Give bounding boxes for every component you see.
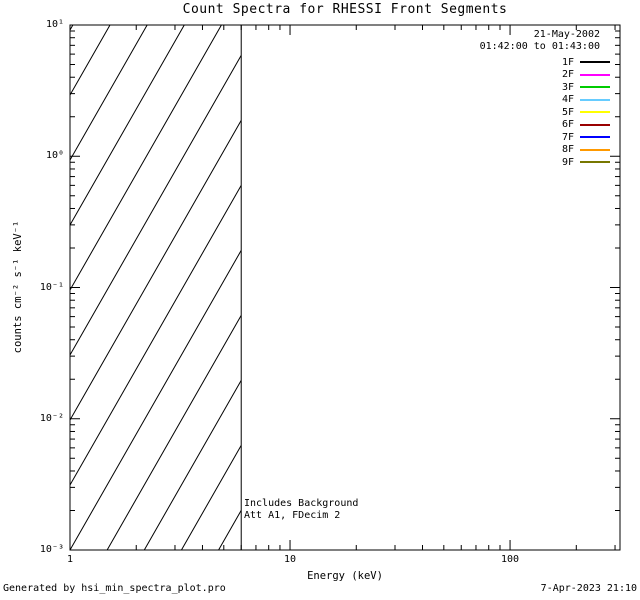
legend-entry: 6F <box>480 119 610 132</box>
legend-entry: 5F <box>480 106 610 119</box>
footer-generated-by: Generated by hsi_min_spectra_plot.pro <box>3 583 226 594</box>
x-tick-label: 100 <box>501 554 520 565</box>
legend-entry-label: 7F <box>561 131 574 143</box>
legend-color-line <box>580 136 610 139</box>
legend-color-line <box>580 111 610 114</box>
legend-entry-label: 2F <box>561 69 574 81</box>
legend-entry: 1F <box>480 56 610 69</box>
legend-color-line <box>580 123 610 126</box>
y-tick-label: 10⁻³ <box>39 544 64 555</box>
legend-entry: 8F <box>480 144 610 157</box>
footer-datetime: 7-Apr-2023 21:10 <box>540 583 637 594</box>
legend-entry-label: 1F <box>561 56 574 68</box>
y-tick-label: 10⁻² <box>39 412 64 424</box>
legend-entry-label: 9F <box>561 156 574 168</box>
legend-entry: 2F <box>480 69 610 82</box>
legend-entry-label: 4F <box>561 94 574 106</box>
y-tick-label: 10¹ <box>45 19 64 30</box>
legend-entry: 3F <box>480 81 610 94</box>
y-tick-label: 10⁻¹ <box>39 281 64 293</box>
y-tick-label: 10⁰ <box>45 150 64 162</box>
legend-entry-label: 6F <box>561 119 574 131</box>
legend-entry-label: 8F <box>561 144 574 156</box>
hatched-region <box>70 25 242 550</box>
x-tick-label: 10 <box>283 554 297 565</box>
legend-color-line <box>580 98 610 101</box>
legend-entry: 9F <box>480 156 610 169</box>
x-tick-label: 1 <box>66 554 74 565</box>
legend-color-line <box>580 73 610 76</box>
legend-entry-label: 5F <box>561 106 574 118</box>
annotation-includes-background: Includes Background <box>244 498 359 509</box>
legend-color-line <box>580 161 610 164</box>
legend-entry-label: 3F <box>561 81 574 93</box>
legend-entry: 4F <box>480 94 610 107</box>
y-axis-ticks <box>70 24 620 551</box>
annotation-attenuator-state: Att A1, FDecim 2 <box>244 510 341 521</box>
legend-time-range: 01:42:00 to 01:43:00 <box>479 41 600 52</box>
legend-color-line <box>580 61 610 64</box>
legend-date: 21-May-2002 <box>533 29 600 40</box>
legend-entry: 7F <box>480 131 610 144</box>
legend: 21-May-2002 01:42:00 to 01:43:00 1F 2F 3F 4… <box>480 29 610 169</box>
x-axis-title: Energy (keV) <box>307 570 383 582</box>
legend-color-line <box>580 86 610 89</box>
chart-title: Count Spectra for RHESSI Front Segments <box>182 2 508 17</box>
legend-entries: 1F 2F 3F 4F 5F 6F 7F 8F 9F <box>480 56 610 169</box>
legend-color-line <box>580 148 610 151</box>
